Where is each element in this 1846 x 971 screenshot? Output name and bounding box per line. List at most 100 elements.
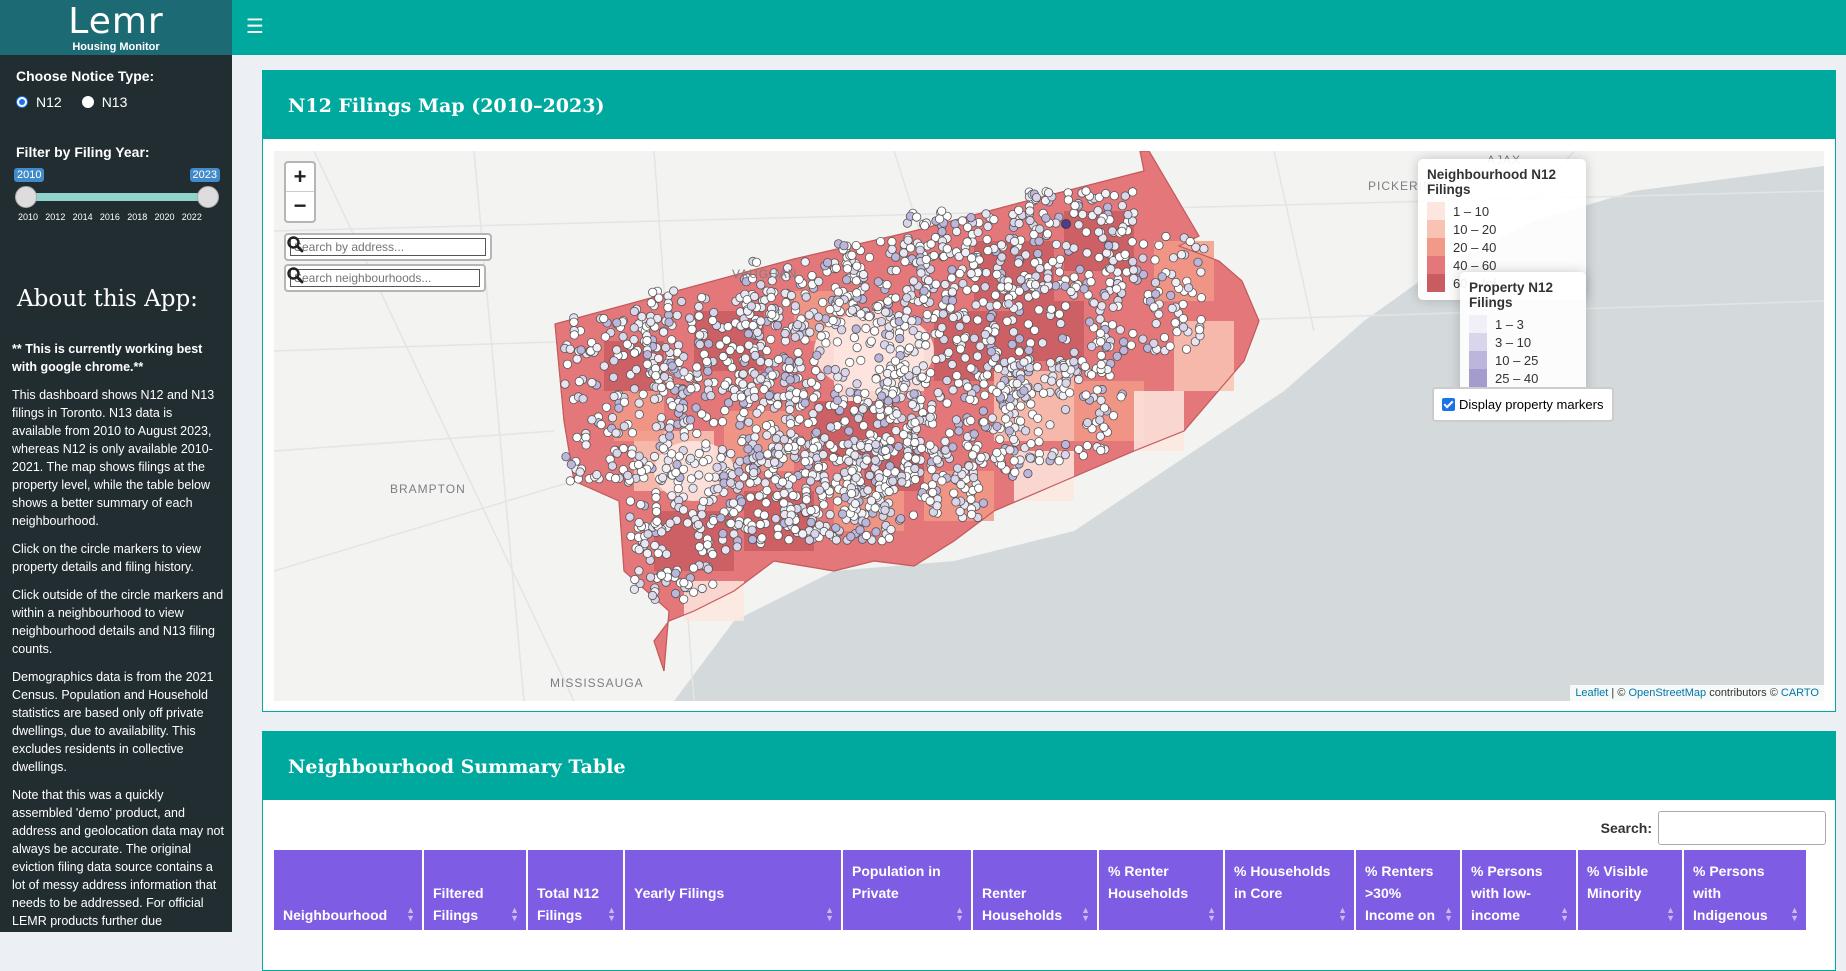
- property-marker: [1128, 265, 1139, 275]
- osm-link[interactable]: OpenStreetMap: [1628, 687, 1707, 699]
- property-marker: [1034, 305, 1044, 315]
- slider-handle-min[interactable]: [15, 186, 37, 208]
- property-marker: [634, 517, 644, 528]
- property-marker: [822, 258, 833, 268]
- zoom-in-button[interactable]: +: [286, 163, 314, 192]
- property-marker: [697, 409, 707, 419]
- neighbourhood-search-input[interactable]: [290, 269, 480, 287]
- sort-icon[interactable]: ▲ ▼: [1081, 905, 1090, 923]
- radio-n12-label[interactable]: N12: [36, 94, 62, 110]
- property-marker: [726, 478, 736, 488]
- property-marker: [880, 505, 890, 515]
- property-marker: [869, 326, 880, 336]
- slider-handle-max[interactable]: [197, 186, 219, 208]
- property-marker: [987, 413, 997, 423]
- property-marker: [851, 241, 861, 251]
- column-header[interactable]: Population in Private ▲ ▼: [843, 850, 973, 930]
- display-markers-label[interactable]: Display property markers: [1459, 397, 1604, 412]
- column-header[interactable]: Renter Households ▲ ▼: [973, 850, 1099, 930]
- app-logo[interactable]: Lemr Housing Monitor: [0, 0, 232, 55]
- property-marker: [1151, 289, 1161, 299]
- property-marker: [849, 405, 859, 415]
- property-marker: [1003, 282, 1013, 292]
- property-marker: [805, 476, 816, 486]
- property-marker: [608, 372, 619, 382]
- sort-icon[interactable]: ▲ ▼: [1666, 905, 1675, 923]
- property-marker: [735, 344, 745, 354]
- property-marker: [1014, 205, 1024, 215]
- property-marker: [627, 449, 637, 459]
- about-paragraph: This dashboard shows N12 and N13 filings…: [12, 388, 215, 528]
- column-header[interactable]: % Households in Core ▲ ▼: [1225, 850, 1356, 930]
- hamburger-menu-icon[interactable]: ☰: [246, 16, 264, 38]
- sort-icon[interactable]: ▲ ▼: [406, 905, 415, 923]
- carto-link[interactable]: CARTO: [1780, 687, 1819, 699]
- search-icon[interactable]: [286, 235, 304, 253]
- address-search-input[interactable]: [290, 238, 486, 256]
- column-header[interactable]: % Persons with Indigenous ▲ ▼: [1684, 850, 1808, 930]
- property-marker: [979, 417, 989, 427]
- property-marker: [740, 353, 751, 363]
- sort-icon[interactable]: ▲ ▼: [510, 905, 519, 923]
- slider-tick-label: 2022: [181, 212, 202, 222]
- property-marker: [908, 326, 918, 336]
- zoom-out-button[interactable]: −: [293, 193, 307, 218]
- leaflet-link[interactable]: Leaflet: [1575, 687, 1609, 699]
- sort-icon[interactable]: ▲ ▼: [1338, 905, 1347, 923]
- column-header[interactable]: Neighbourhood ▲ ▼: [274, 850, 424, 930]
- property-marker: [682, 518, 693, 528]
- sort-icon[interactable]: ▲ ▼: [1560, 905, 1569, 923]
- sort-icon[interactable]: ▲ ▼: [1790, 905, 1799, 923]
- property-marker: [1038, 388, 1049, 398]
- column-header[interactable]: % Renters >30% Income on ▲ ▼: [1356, 850, 1462, 930]
- column-header[interactable]: Yearly Filings ▲ ▼: [625, 850, 843, 930]
- column-header[interactable]: % Persons with low-income ▲ ▼: [1462, 850, 1578, 930]
- property-marker: [1065, 388, 1075, 398]
- leaflet-map[interactable]: AJAX PICKERING VAUGHAN BRAMPTON MISSISSA…: [274, 151, 1824, 701]
- property-marker: [1014, 347, 1024, 357]
- property-marker: [843, 439, 853, 449]
- property-marker: [1051, 239, 1062, 250]
- column-header[interactable]: % Renter Households ▲ ▼: [1099, 850, 1225, 930]
- property-marker: [1097, 301, 1107, 311]
- column-header[interactable]: Filtered Filings ▲ ▼: [424, 850, 528, 930]
- radio-n12[interactable]: [16, 96, 28, 108]
- radio-n13-label[interactable]: N13: [101, 94, 128, 110]
- property-marker: [856, 309, 866, 319]
- property-marker: [860, 282, 870, 292]
- year-range-slider[interactable]: 2010 2023 2010 2012 2014 2016 2018 2020 2022: [14, 168, 220, 228]
- sort-icon[interactable]: ▲ ▼: [825, 905, 834, 923]
- sort-icon[interactable]: ▲ ▼: [1444, 905, 1453, 923]
- property-marker: [729, 507, 739, 518]
- sort-icon[interactable]: ▲ ▼: [1207, 905, 1216, 923]
- column-header[interactable]: % Visible Minority ▲ ▼: [1578, 850, 1684, 930]
- legend-label: 10 – 25: [1495, 352, 1539, 368]
- property-marker: [910, 474, 921, 484]
- property-marker: [748, 321, 758, 331]
- table-search-input[interactable]: [1658, 811, 1826, 845]
- property-marker: [979, 379, 989, 389]
- slider-track[interactable]: [26, 193, 208, 201]
- property-marker: [951, 226, 962, 237]
- map-canvas[interactable]: [274, 151, 1824, 701]
- about-title: About this App:: [17, 286, 198, 312]
- property-marker: [916, 443, 927, 453]
- property-marker: [985, 312, 996, 323]
- property-marker: [619, 397, 629, 407]
- property-marker: [989, 215, 999, 225]
- sort-icon[interactable]: ▲ ▼: [955, 905, 964, 923]
- property-marker: [893, 441, 904, 452]
- property-marker: [813, 312, 824, 322]
- property-marker: [784, 516, 794, 527]
- display-markers-checkbox[interactable]: [1442, 398, 1455, 411]
- map-box-title: N12 Filings Map (2010–2023): [263, 71, 1835, 139]
- display-markers-control[interactable]: Display property markers: [1432, 387, 1614, 422]
- property-marker: [1089, 298, 1099, 308]
- about-paragraph: Demographics data is from the 2021 Censu…: [12, 670, 214, 774]
- property-marker: [992, 421, 1002, 431]
- logo-subtitle: Housing Monitor: [72, 41, 160, 53]
- column-header[interactable]: Total N12 Filings ▲ ▼: [528, 850, 625, 930]
- search-icon[interactable]: [286, 266, 304, 284]
- sort-icon[interactable]: ▲ ▼: [607, 905, 616, 923]
- radio-n13[interactable]: [81, 96, 94, 108]
